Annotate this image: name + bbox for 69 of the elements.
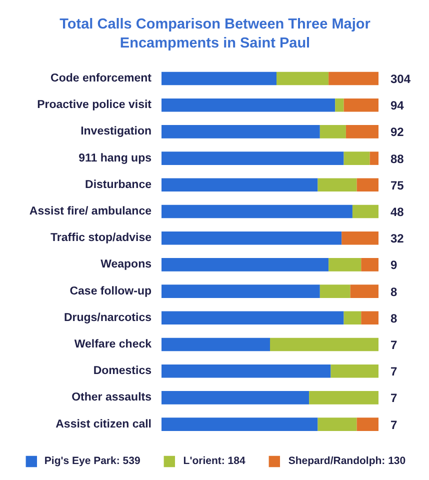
bar	[370, 152, 378, 165]
bar	[162, 258, 329, 272]
bar	[356, 418, 378, 431]
y-tick-label: Case follow-up	[70, 285, 152, 298]
y-tick-label: Traffic stop/advise	[50, 232, 152, 244]
bar	[162, 231, 342, 245]
bar	[318, 418, 357, 431]
bar	[162, 178, 318, 192]
y-tick-label: Assist citizen call	[56, 418, 152, 430]
bar	[344, 152, 370, 165]
bar	[328, 258, 362, 272]
text: 92	[390, 125, 404, 140]
y-tick-label: Welfare check	[74, 338, 152, 350]
bar	[162, 311, 344, 325]
text: 8	[390, 311, 398, 326]
bar	[309, 391, 378, 404]
text: 7	[390, 338, 398, 352]
text: 32	[390, 232, 404, 246]
bar	[162, 284, 320, 298]
text: 304	[390, 72, 411, 86]
bar	[162, 391, 310, 404]
bar	[162, 152, 344, 165]
text: 94	[390, 98, 404, 113]
bar	[335, 98, 344, 112]
y-tick-label: Other assaults	[72, 392, 152, 404]
y-tick-label: Proactive police visit	[37, 99, 152, 112]
y-tick-label: Investigation	[80, 126, 152, 138]
bar	[162, 364, 331, 378]
y-tick-label: Assist fire/ ambulance	[29, 206, 152, 218]
bar	[162, 125, 320, 138]
text: 7	[390, 418, 398, 432]
y-tick-label: Drugs/narcotics	[64, 312, 152, 324]
bar	[342, 231, 378, 245]
bar	[162, 338, 270, 352]
bar	[320, 284, 350, 298]
bar	[330, 364, 378, 378]
legend-label: L'orient: 184	[183, 455, 246, 467]
bar	[162, 204, 352, 218]
bar	[356, 178, 378, 192]
bar	[350, 284, 378, 298]
y-tick-label: 911 hang ups	[78, 152, 152, 164]
bar	[352, 204, 378, 218]
text: 9	[390, 258, 398, 272]
bar	[320, 125, 346, 138]
legend-label: Pig's Eye Park: 539	[44, 455, 140, 467]
bar	[162, 72, 277, 86]
text: 88	[390, 152, 404, 166]
y-tick-label: Domestics	[93, 365, 152, 378]
bar	[361, 311, 378, 325]
text: 7	[390, 391, 398, 406]
text: 75	[390, 178, 404, 192]
chart-title: Total Calls Comparison Between Three Major Encampments in Saint Paul	[60, 16, 371, 52]
bar	[361, 258, 378, 272]
bar	[270, 338, 378, 352]
text: 8	[390, 284, 398, 299]
legend-label: Shepard/Randolph: 130	[288, 455, 406, 467]
bar	[276, 72, 329, 86]
bar	[318, 178, 357, 192]
bar	[328, 72, 378, 86]
y-tick-label: Weapons	[100, 258, 152, 271]
y-tick-label: Disturbance	[85, 178, 152, 191]
text: 48	[390, 205, 404, 219]
text: 7	[390, 364, 398, 379]
y-tick-label: Code enforcement	[50, 72, 152, 84]
bar	[162, 98, 336, 112]
bar	[344, 311, 362, 325]
bar	[346, 125, 378, 138]
bar	[162, 418, 318, 431]
bar	[344, 98, 378, 112]
